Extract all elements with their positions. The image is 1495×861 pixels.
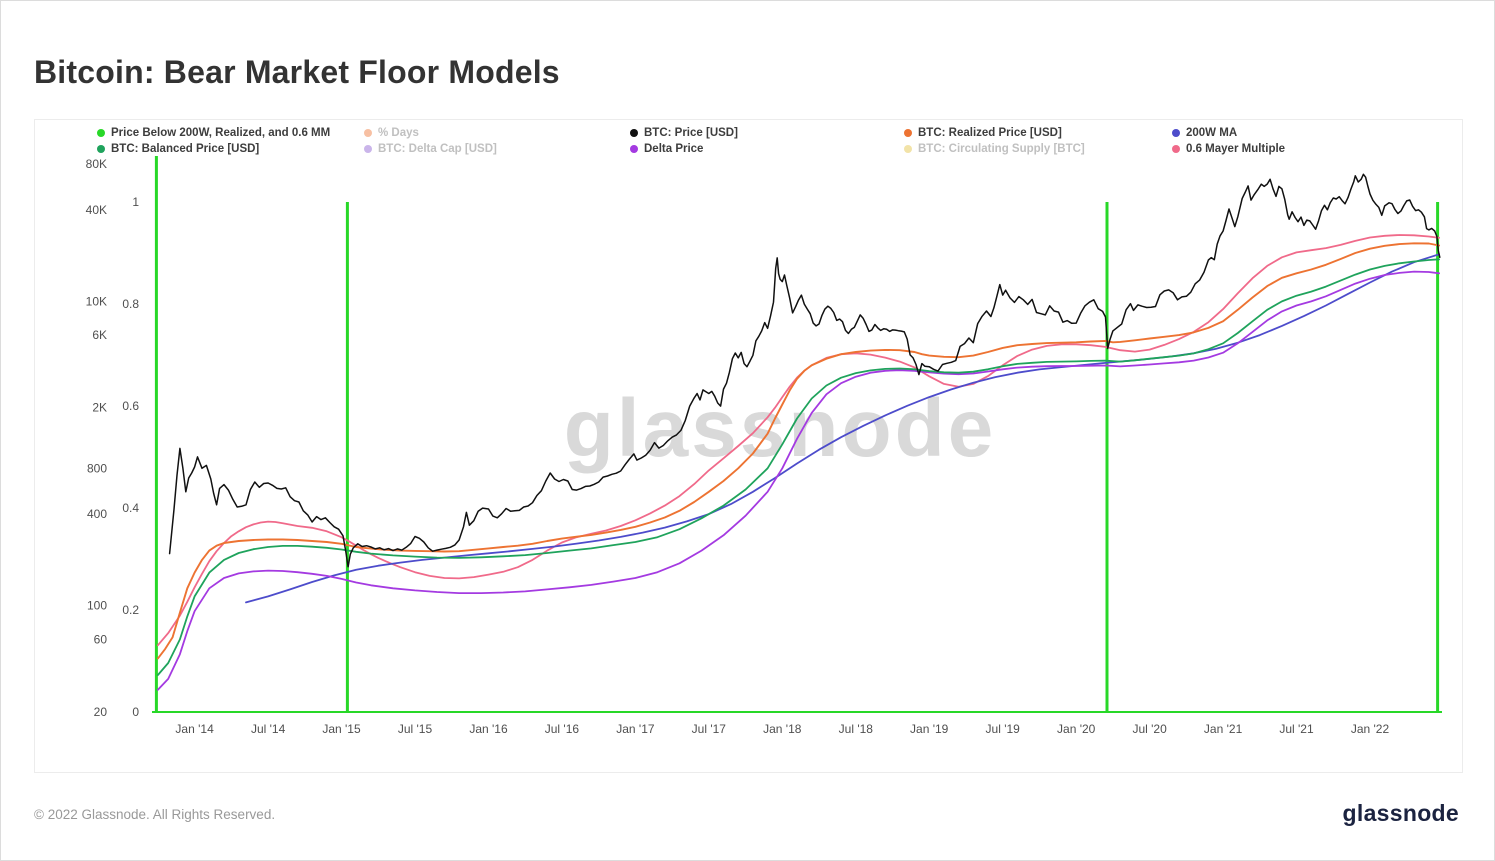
legend-label: % Days	[378, 127, 419, 139]
x-axis-tick-label: Jan '16	[469, 722, 508, 736]
x-axis-tick-label: Jul '18	[839, 722, 874, 736]
chart-card: Price Below 200W, Realized, and 0.6 MM % …	[34, 119, 1463, 773]
legend-label: BTC: Realized Price [USD]	[918, 127, 1062, 139]
inner-axis-tick-label: 0.2	[122, 603, 139, 617]
legend-label: 200W MA	[1186, 127, 1238, 139]
x-axis-tick-label: Jan '15	[322, 722, 361, 736]
legend-item[interactable]: 200W MA	[1172, 127, 1237, 139]
y-axis-tick-label: 2K	[92, 401, 107, 415]
legend-row-1: Price Below 200W, Realized, and 0.6 MM % …	[35, 127, 1462, 143]
inner-axis-tick-label: 0	[132, 705, 139, 719]
x-axis-tick-label: Jan '21	[1204, 722, 1243, 736]
legend-dot-icon	[364, 129, 372, 137]
x-axis-tick-label: Jul '17	[692, 722, 727, 736]
legend-item[interactable]: BTC: Circulating Supply [BTC]	[904, 143, 1085, 155]
x-axis-tick-label: Jan '17	[616, 722, 655, 736]
legend-item[interactable]: Price Below 200W, Realized, and 0.6 MM	[97, 127, 330, 139]
y-axis-tick-label: 400	[87, 507, 107, 521]
x-axis-tick-label: Jan '20	[1057, 722, 1096, 736]
legend-row-2: BTC: Balanced Price [USD] BTC: Delta Cap …	[35, 143, 1462, 159]
x-axis-tick-label: Jan '18	[763, 722, 802, 736]
legend-item[interactable]: 0.6 Mayer Multiple	[1172, 143, 1285, 155]
inner-axis-tick-label: 0.4	[122, 501, 139, 515]
indicator-series	[152, 156, 1442, 713]
legend-dot-icon	[97, 129, 105, 137]
page-title: Bitcoin: Bear Market Floor Models	[34, 54, 560, 91]
legend-dot-icon	[630, 129, 638, 137]
y-axis-tick-label: 10K	[86, 294, 107, 308]
legend-dot-icon	[904, 129, 912, 137]
legend-item[interactable]: % Days	[364, 127, 419, 139]
legend-label: Price Below 200W, Realized, and 0.6 MM	[111, 127, 331, 139]
legend-item[interactable]: Delta Price	[630, 143, 703, 155]
x-axis-tick-label: Jan '14	[175, 722, 214, 736]
x-axis-tick-label: Jul '19	[986, 722, 1021, 736]
inner-axis-tick-label: 0.8	[122, 297, 139, 311]
legend-item[interactable]: BTC: Realized Price [USD]	[904, 127, 1062, 139]
legend-item[interactable]: BTC: Balanced Price [USD]	[97, 143, 259, 155]
x-axis-tick-label: Jul '15	[398, 722, 433, 736]
series-realized-price-line	[156, 242, 1441, 660]
legend-label: BTC: Price [USD]	[644, 127, 738, 139]
legend-dot-icon	[364, 145, 372, 153]
y-axis-tick-label: 40K	[86, 203, 107, 217]
legend-dot-icon	[1172, 129, 1180, 137]
legend-dot-icon	[1172, 145, 1180, 153]
legend-dot-icon	[97, 145, 105, 153]
legend-dot-icon	[630, 145, 638, 153]
legend-label: BTC: Delta Cap [USD]	[378, 143, 497, 155]
y-axis-tick-label: 800	[87, 461, 107, 475]
legend-item[interactable]: BTC: Price [USD]	[630, 127, 738, 139]
legend-label: 0.6 Mayer Multiple	[1186, 143, 1286, 155]
legend-label: BTC: Balanced Price [USD]	[111, 143, 260, 155]
inner-axis-tick-label: 0.6	[122, 399, 139, 413]
y-axis-tick-label: 80K	[86, 157, 107, 171]
series-delta-price-line	[157, 270, 1440, 691]
x-axis-tick-label: Jul '20	[1132, 722, 1167, 736]
inner-axis-tick-label: 1	[132, 195, 139, 209]
y-axis-tick-label: 60	[94, 632, 108, 646]
legend-item[interactable]: BTC: Delta Cap [USD]	[364, 143, 497, 155]
glassnode-logo[interactable]: glassnode	[1342, 800, 1459, 826]
legend-label: BTC: Circulating Supply [BTC]	[918, 143, 1085, 155]
y-axis-tick-label: 20	[94, 705, 108, 719]
series-btc-price-line	[168, 173, 1441, 568]
legend-dot-icon	[904, 145, 912, 153]
x-axis-tick-label: Jan '19	[910, 722, 949, 736]
y-axis-tick-label: 6K	[92, 328, 107, 342]
x-axis-tick-label: Jul '14	[251, 722, 286, 736]
x-axis-tick-label: Jan '22	[1351, 722, 1390, 736]
x-axis-tick-label: Jul '21	[1279, 722, 1314, 736]
x-axis-tick-label: Jul '16	[545, 722, 580, 736]
series-balanced-price-line	[157, 258, 1440, 676]
y-axis-tick-label: 100	[87, 599, 107, 613]
chart-canvas[interactable]: glassnode 80K 40K 10K 6K 2K 800 400 100 60 20 1 0.8 0…	[35, 156, 1464, 761]
legend-label: Delta Price	[644, 143, 704, 155]
watermark: glassnode	[564, 383, 997, 474]
copyright-text: © 2022 Glassnode. All Rights Reserved.	[34, 807, 276, 822]
